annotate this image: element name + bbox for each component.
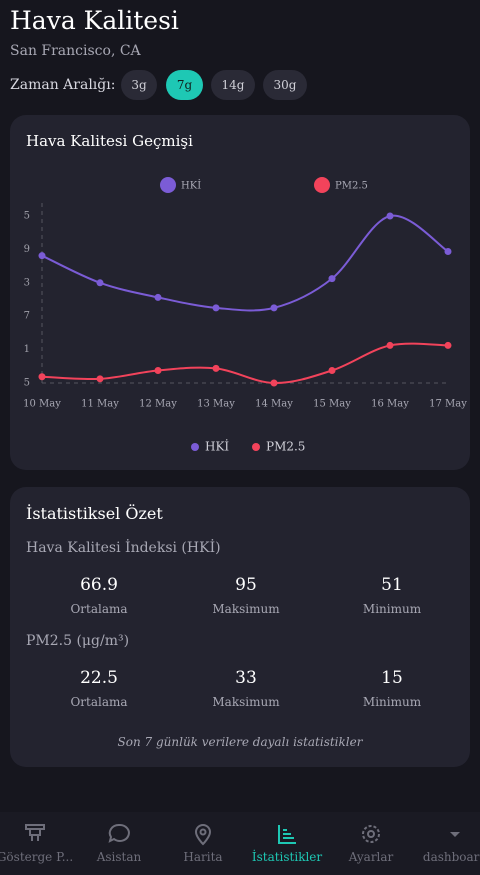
nav-item[interactable]: dashboard [413,812,480,875]
chart-title: Hava Kalitesi Geçmişi [26,132,193,150]
y-tick-label: 79 [17,244,30,255]
data-point [328,366,336,374]
legend-label: PM2.5 [335,181,368,192]
x-tick-label: 14 May [255,399,293,410]
data-point [444,247,452,255]
stats-card: İstatistiksel Özet Hava Kalitesi İndeksi … [10,487,470,767]
data-point [154,366,162,374]
y-ticks: 15 31 47 63 79 95 [17,211,30,389]
data-point [38,373,46,381]
data-point [96,279,104,287]
stat-value: 22.5 [80,668,118,688]
page-title: Hava Kalitesi [10,6,179,35]
nav-label: Ayarlar [348,850,394,864]
y-tick-label: 47 [17,311,30,322]
data-point [386,341,394,349]
stat-label: Minimum [362,602,422,616]
legend-label: HKİ [181,180,201,192]
x-tick-label: 11 May [81,399,119,410]
icon [25,824,45,841]
icon [450,832,460,837]
nav-label: Asistan [96,850,142,864]
series-line [41,342,449,385]
data-point [328,275,336,283]
stat-label: Maksimum [212,695,280,709]
icon [362,825,380,843]
stats-title: İstatistiksel Özet [26,504,163,523]
stat-label: Ortalama [70,695,128,709]
stat-label: Maksimum [212,602,280,616]
legend-label: HKİ [205,439,229,454]
y-tick-label: 95 [17,211,30,222]
range-option[interactable]: 7g [166,70,203,100]
data-point [96,375,104,383]
data-point [444,341,452,349]
stat-label: Minimum [362,695,422,709]
stat-label: Ortalama [70,602,128,616]
chart-card: Hava Kalitesi Geçmişi 15 31 47 63 79 95 10 Ma… [10,115,470,470]
legend-swatch [160,177,176,193]
stat-value: 66.9 [80,575,118,595]
x-tick-label: 17 May [429,399,467,410]
data-point [386,212,394,220]
legend-label: PM2.5 [266,440,305,454]
footnote: Son 7 günlük verilere dayalı istatistikl… [117,735,363,749]
x-tick-label: 16 May [371,399,409,410]
data-point [154,293,162,301]
range-label: Zaman Aralığı: [10,77,116,93]
nav-item[interactable]: Harita [161,812,245,875]
nav-item[interactable]: Ayarlar [329,812,413,875]
nav-label: Gösterge P... [0,850,74,864]
data-point [270,379,278,387]
nav-item[interactable]: Asistan [77,812,161,875]
nav-label: Harita [183,850,223,864]
stat-value: 33 [235,668,257,688]
x-tick-label: 12 May [139,399,177,410]
nav-item[interactable]: Gösterge P... [0,812,77,875]
y-tick-label: 15 [17,378,30,389]
data-point [212,304,220,312]
x-tick-label: 13 May [197,399,235,410]
bottom-nav: Gösterge P... Asistan Harita İstatistikler A… [0,812,480,875]
icon [108,823,130,843]
x-tick-label: 15 May [313,399,351,410]
data-point [270,304,278,312]
stat-value: 15 [381,668,403,688]
series-line [41,214,449,312]
location: San Francisco, CA [10,43,141,59]
y-tick-label: 31 [17,344,30,355]
chart: Hava Kalitesi Geçmişi 15 31 47 63 79 95 10 Ma… [17,132,467,454]
range-option[interactable]: 30g [263,70,307,100]
group-title: Hava Kalitesi İndeksi (HKİ) [26,540,221,556]
data-point [212,364,220,372]
nav-item[interactable]: İstatistikler [245,812,329,875]
stat-value: 95 [235,575,257,595]
icon [278,825,296,844]
x-tick-label: 10 May [23,399,61,410]
nav-label: dashboard [422,850,480,864]
group-title: PM2.5 (μg/m³) [26,633,130,649]
icon [194,824,212,846]
legend-swatch [191,443,199,451]
stat-value: 51 [381,575,403,595]
legend-swatch [252,443,260,451]
data-point [38,252,46,260]
y-tick-label: 63 [17,277,30,288]
legend-swatch [314,177,330,193]
range-option[interactable]: 14g [211,70,255,100]
nav-label: İstatistikler [251,850,323,864]
range-option[interactable]: 3g [121,70,157,100]
